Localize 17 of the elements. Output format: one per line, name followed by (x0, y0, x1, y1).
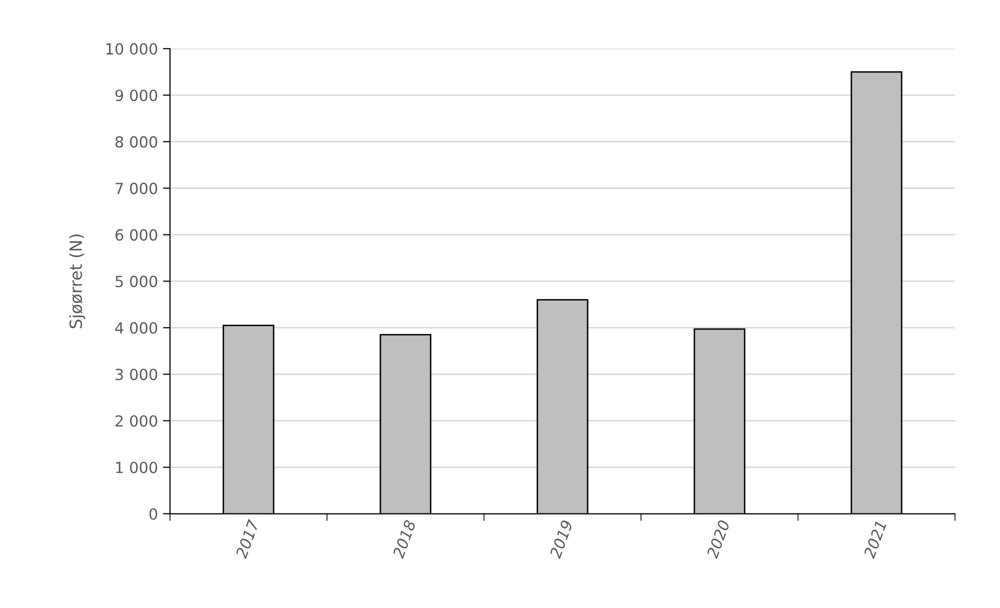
x-tick-label: 2017 (235, 518, 260, 560)
x-tick-label: 2018 (392, 519, 416, 560)
y-tick-label: 1 000 (116, 462, 158, 474)
y-tick-label: 2 000 (116, 415, 158, 427)
y-tick-label: 8 000 (115, 136, 158, 148)
x-tick-label: 2020 (706, 519, 730, 560)
y-tick-label: 3 000 (116, 368, 158, 380)
y-tick-label: 7 000 (116, 182, 158, 194)
y-tick-label: 6 000 (116, 229, 158, 241)
y-tick-label: 5 000 (116, 276, 158, 288)
y-tick-label: 9 000 (115, 90, 158, 102)
y-axis-title: Sjøørret (N) (69, 234, 86, 328)
y-tick-label: 0 (149, 508, 158, 520)
y-tick-label: 4 000 (115, 322, 158, 334)
y-tick-label: 10 000 (106, 43, 158, 55)
x-tick-label: 2021 (863, 520, 887, 560)
x-tick-label: 2019 (549, 520, 573, 560)
